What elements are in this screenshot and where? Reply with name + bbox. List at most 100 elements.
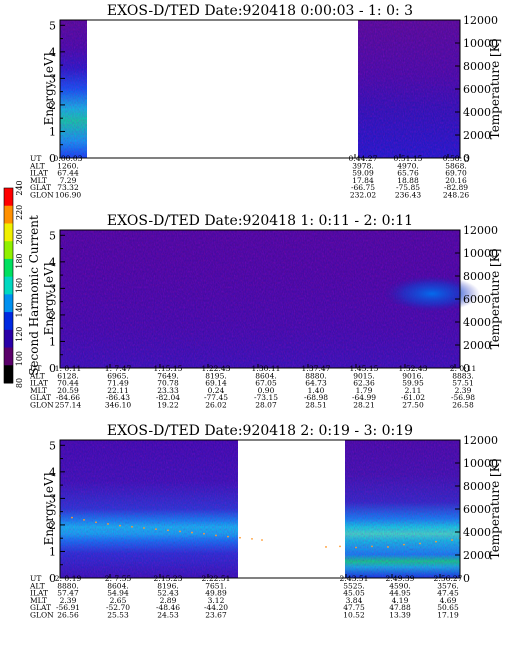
ephemeris-value: 1.79 — [356, 386, 373, 395]
temperature-point — [167, 529, 169, 532]
ephemeris-row-label: MLT — [30, 176, 47, 185]
colorbar-segment — [4, 276, 13, 295]
y-tick-label: 4 — [49, 46, 56, 59]
colorbar-frame — [3, 187, 14, 384]
colorbar-segment — [4, 258, 13, 278]
ephemeris-value: 0.24 — [208, 386, 225, 395]
ephemeris-value: 1:37:47 — [302, 364, 331, 373]
temperature-point — [435, 540, 437, 543]
ephemeris-value: 1: 7:47 — [105, 364, 132, 373]
ephemeris-value: 50.65 — [437, 603, 459, 612]
ephemeris-value: 346.10 — [105, 401, 131, 410]
ephemeris-value: 2.89 — [160, 596, 177, 605]
ephemeris-value: 71.49 — [107, 379, 129, 388]
ephemeris-value: 20.16 — [445, 176, 467, 185]
spectrogram-block-1 — [60, 440, 238, 578]
temperature-point — [107, 523, 109, 525]
temperature-trace — [59, 515, 461, 549]
y2-tick-label: 0 — [463, 572, 470, 585]
y2-tick-label: 6000 — [463, 503, 491, 516]
ephemeris-value: 54.94 — [107, 589, 129, 598]
ephemeris-value: 70.78 — [157, 379, 179, 388]
ephemeris-value: 5525. — [343, 581, 364, 590]
ephemeris-value: 23.33 — [157, 386, 179, 395]
ephemeris-value: 0.90 — [258, 386, 275, 395]
ephemeris-value: 2: 7:55 — [105, 574, 132, 583]
ephemeris-row-label: UT — [30, 364, 41, 373]
y-tick-label: 1 — [49, 335, 56, 348]
colorbar-segment — [4, 205, 13, 224]
y-tick-label: 2 — [49, 309, 56, 322]
ephemeris-value: 2:49:39 — [386, 574, 415, 583]
ephemeris-value: 45.05 — [343, 589, 365, 598]
y2-tick-label: 10000 — [463, 37, 498, 50]
ephemeris-value: -52.70 — [106, 603, 130, 612]
spectrogram-texture — [358, 20, 460, 158]
ephemeris-value: 59.09 — [352, 169, 374, 178]
ephemeris-value: 0:44:27 — [349, 154, 378, 163]
ephemeris-value: 26.58 — [452, 401, 474, 410]
temperature-point — [325, 546, 327, 548]
ephemeris-row-label: GLAT — [30, 183, 51, 192]
ephemeris-value: 57.51 — [452, 379, 473, 388]
ephemeris-value: 18.88 — [397, 176, 419, 185]
y-tick-label: 4 — [49, 256, 56, 269]
ephemeris-value: 22.11 — [107, 386, 128, 395]
ephemeris-value: -48.46 — [156, 603, 180, 612]
y2-axis-label: Temperature [K] — [488, 39, 502, 140]
colorbar-segment — [4, 223, 13, 242]
y-tick-label: 4 — [49, 466, 56, 479]
ephemeris-value: -75.85 — [396, 183, 420, 192]
ephemeris-value: 52.43 — [157, 589, 179, 598]
ephemeris-value: 4970. — [397, 161, 418, 170]
y-tick-label: 5 — [49, 439, 56, 452]
y-axis-label: Energy [eV] — [42, 473, 56, 546]
spectrogram-texture — [345, 440, 460, 578]
ephemeris-value: 1:30:11 — [252, 364, 281, 373]
y2-tick-label: 8000 — [463, 60, 491, 73]
ephemeris-value: 3.12 — [208, 596, 225, 605]
temperature-point — [143, 527, 145, 529]
ephemeris-value: 28.07 — [255, 401, 277, 410]
y-tick-label: 3 — [49, 282, 56, 295]
chart-title: EXOS-D/TED Date:920418 0:00:03 - 1: 0: 3 — [107, 3, 413, 19]
ephemeris-value: 1:52:43 — [399, 364, 428, 373]
ephemeris-value: 7.29 — [60, 176, 77, 185]
temperature-point — [261, 539, 263, 541]
colorbar-segment — [4, 241, 13, 260]
temperature-point — [179, 530, 181, 533]
colorbar-label: Second Harmonic Current — [27, 215, 41, 376]
y2-tick-label: 6000 — [463, 83, 491, 96]
y2-tick-label: 12000 — [463, 224, 498, 237]
chart-panel-1: EXOS-D/TED Date:920418 0:00:03 - 1: 0: 3… — [29, 3, 502, 200]
ephemeris-row-label: ALT — [29, 371, 45, 380]
y2-axis-label: Temperature [K] — [488, 249, 502, 350]
ephemeris-value: -68.98 — [304, 393, 328, 402]
ephemeris-row-label: MLT — [30, 596, 47, 605]
ephemeris-value: 28.21 — [353, 401, 374, 410]
ephemeris-value: 26.56 — [57, 611, 79, 620]
ephemeris-value: -82.04 — [156, 393, 180, 402]
ephemeris-value: 47.45 — [437, 589, 459, 598]
ephemeris-value: 47.88 — [389, 603, 411, 612]
y-tick-label: 3 — [49, 72, 56, 85]
y-tick-label: 2 — [49, 99, 56, 112]
ephemeris-value: 17.19 — [437, 611, 459, 620]
y2-tick-label: 4000 — [463, 106, 491, 119]
ephemeris-value: 26.02 — [205, 401, 227, 410]
ephemeris-value: 65.76 — [397, 169, 419, 178]
ephemeris-value: -86.43 — [106, 393, 130, 402]
ephemeris-value: 23.67 — [205, 611, 227, 620]
y2-tick-label: 10000 — [463, 247, 498, 260]
ephemeris-value: 8880. — [57, 581, 78, 590]
ephemeris-value: 13.39 — [389, 611, 411, 620]
y-axis-label: Energy [eV] — [42, 263, 56, 336]
colorbar-segment — [4, 365, 13, 384]
y2-axis-label: Temperature [K] — [488, 459, 502, 560]
y2-tick-label: 0 — [463, 362, 470, 375]
y-tick-label: 3 — [49, 492, 56, 505]
ephemeris-value: 3576. — [437, 581, 458, 590]
ephemeris-value: 8196. — [157, 581, 178, 590]
